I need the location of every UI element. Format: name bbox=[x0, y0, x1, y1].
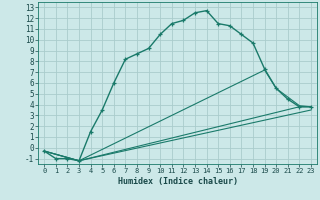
X-axis label: Humidex (Indice chaleur): Humidex (Indice chaleur) bbox=[118, 177, 238, 186]
